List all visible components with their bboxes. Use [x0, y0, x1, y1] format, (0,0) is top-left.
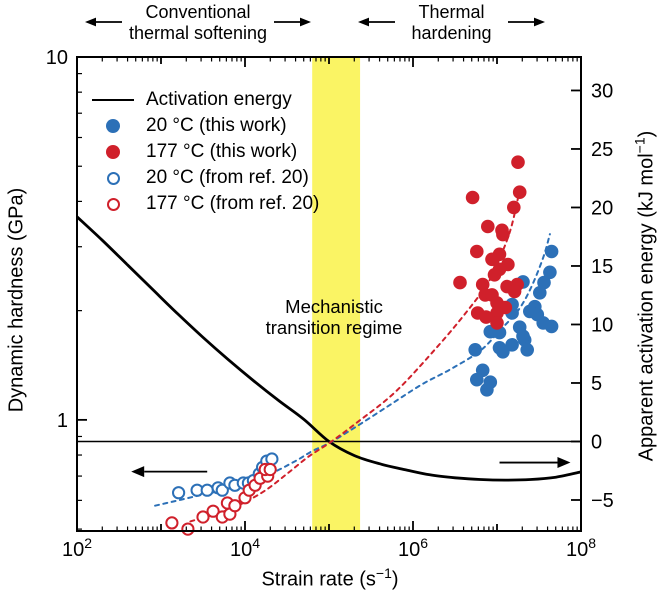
data-point [490, 306, 504, 320]
data-point [453, 275, 467, 290]
right-arrow-icon [274, 17, 311, 27]
legend-item: 20 °C (from ref. 20) [90, 165, 319, 191]
open-circle-icon [90, 197, 136, 211]
y-right-tick-label: −5 [591, 490, 614, 512]
177-c-this-work--points [453, 155, 527, 330]
legend-item-label: 177 °C (this work) [146, 141, 298, 162]
x-tick-label: 106 [398, 535, 428, 561]
data-point [537, 275, 551, 290]
data-point [470, 372, 484, 387]
data-point [181, 522, 195, 536]
x-tick-label: 102 [62, 535, 92, 561]
data-point [516, 329, 530, 344]
data-point [544, 319, 559, 334]
y-right-tick-label: 10 [591, 314, 613, 336]
177-c-from-ref-20--points [165, 462, 277, 536]
x-axis-title: Strain rate (s−1) [261, 565, 399, 591]
legend-item-label: 20 °C (this work) [146, 115, 287, 136]
data-point [496, 345, 510, 359]
y-right-tick-label: 5 [591, 373, 602, 395]
data-point [172, 486, 186, 500]
data-point [481, 219, 495, 234]
legend-item-label: 177 °C (from ref. 20) [146, 193, 320, 214]
data-point [475, 277, 490, 292]
data-point [479, 310, 493, 324]
data-point [480, 383, 494, 397]
y-right-tick-label: 30 [591, 80, 613, 102]
x-tick-label: 108 [566, 535, 596, 561]
left-arrowhead-icon [131, 466, 145, 478]
line-sample-icon [90, 99, 136, 101]
data-point [544, 244, 559, 259]
transition-band [312, 57, 361, 531]
band-label: Mechanistic transition regime [238, 296, 430, 338]
data-point [228, 499, 242, 513]
right-arrowhead-icon [557, 457, 571, 469]
data-point [465, 190, 480, 205]
data-point [490, 316, 504, 330]
data-point [511, 155, 525, 169]
hardness-axis-arrow [131, 466, 208, 478]
axis-ticks [76, 56, 582, 531]
regime-softening-label-line2: thermal softening [128, 23, 268, 43]
legend-item: 177 °C (from ref. 20) [90, 191, 319, 217]
data-point [196, 510, 210, 524]
data-point [543, 265, 557, 280]
band-label-line1: Mechanistic [285, 296, 383, 317]
data-point [206, 504, 220, 518]
legend-item-label: Activation energy [146, 89, 292, 110]
data-point [507, 284, 522, 299]
x-tick-label: 104 [230, 535, 260, 561]
legend-item-label: 20 °C (from ref. 20) [146, 167, 309, 188]
data-point [495, 223, 509, 238]
tick-labels: 102 104 106 108 10 1 30 25 20 15 10 5 0 −5 [46, 47, 614, 561]
left-arrow-icon [85, 17, 122, 27]
data-point [485, 252, 499, 267]
data-point [507, 200, 521, 215]
energy-axis-arrow [499, 457, 571, 469]
data-point [533, 286, 547, 300]
data-point [468, 343, 483, 357]
y-right-tick-label: 25 [591, 139, 613, 161]
regime-softening: Conventional thermal softening [85, 2, 311, 44]
y-right-tick-label: 15 [591, 256, 613, 278]
legend-item: 20 °C (this work) [90, 113, 319, 139]
filled-circle-icon [90, 119, 136, 133]
regime-hardening-label-line1: Thermal [418, 2, 485, 22]
legend-item: Activation energy [90, 87, 319, 113]
data-point [523, 304, 537, 319]
y-left-tick-label: 10 [46, 47, 68, 69]
left-arrow-icon [358, 17, 395, 27]
legend-item: 177 °C (this work) [90, 139, 319, 165]
filled-circle-icon [90, 145, 136, 159]
band-label-line2: transition regime [265, 317, 403, 338]
data-point [520, 343, 534, 357]
y-left-tick-label: 1 [57, 410, 68, 432]
activation-energy-line [76, 215, 582, 482]
regime-hardening: Thermal hardening [358, 2, 545, 44]
data-point [470, 244, 484, 259]
data-point [487, 268, 502, 282]
open-circle-icon [90, 171, 136, 185]
data-point [512, 185, 527, 199]
legend: Activation energy 20 °C (this work) 177 °C… [90, 87, 319, 217]
right-arrow-icon [508, 17, 545, 27]
data-point [505, 338, 519, 352]
y-axis-right-title: Apparent activation energy (kJ mol−1) [631, 130, 657, 462]
data-point [165, 516, 179, 530]
y-axis-left-title: Dynamic hardness (GPa) [5, 187, 28, 413]
data-point [263, 462, 277, 477]
regime-hardening-label-line2: hardening [411, 23, 492, 43]
y-right-tick-label: 20 [591, 197, 613, 219]
data-point [200, 483, 214, 497]
y-right-tick-label: 0 [591, 431, 602, 453]
regime-softening-label-line1: Conventional [145, 2, 251, 22]
data-point [265, 452, 279, 466]
